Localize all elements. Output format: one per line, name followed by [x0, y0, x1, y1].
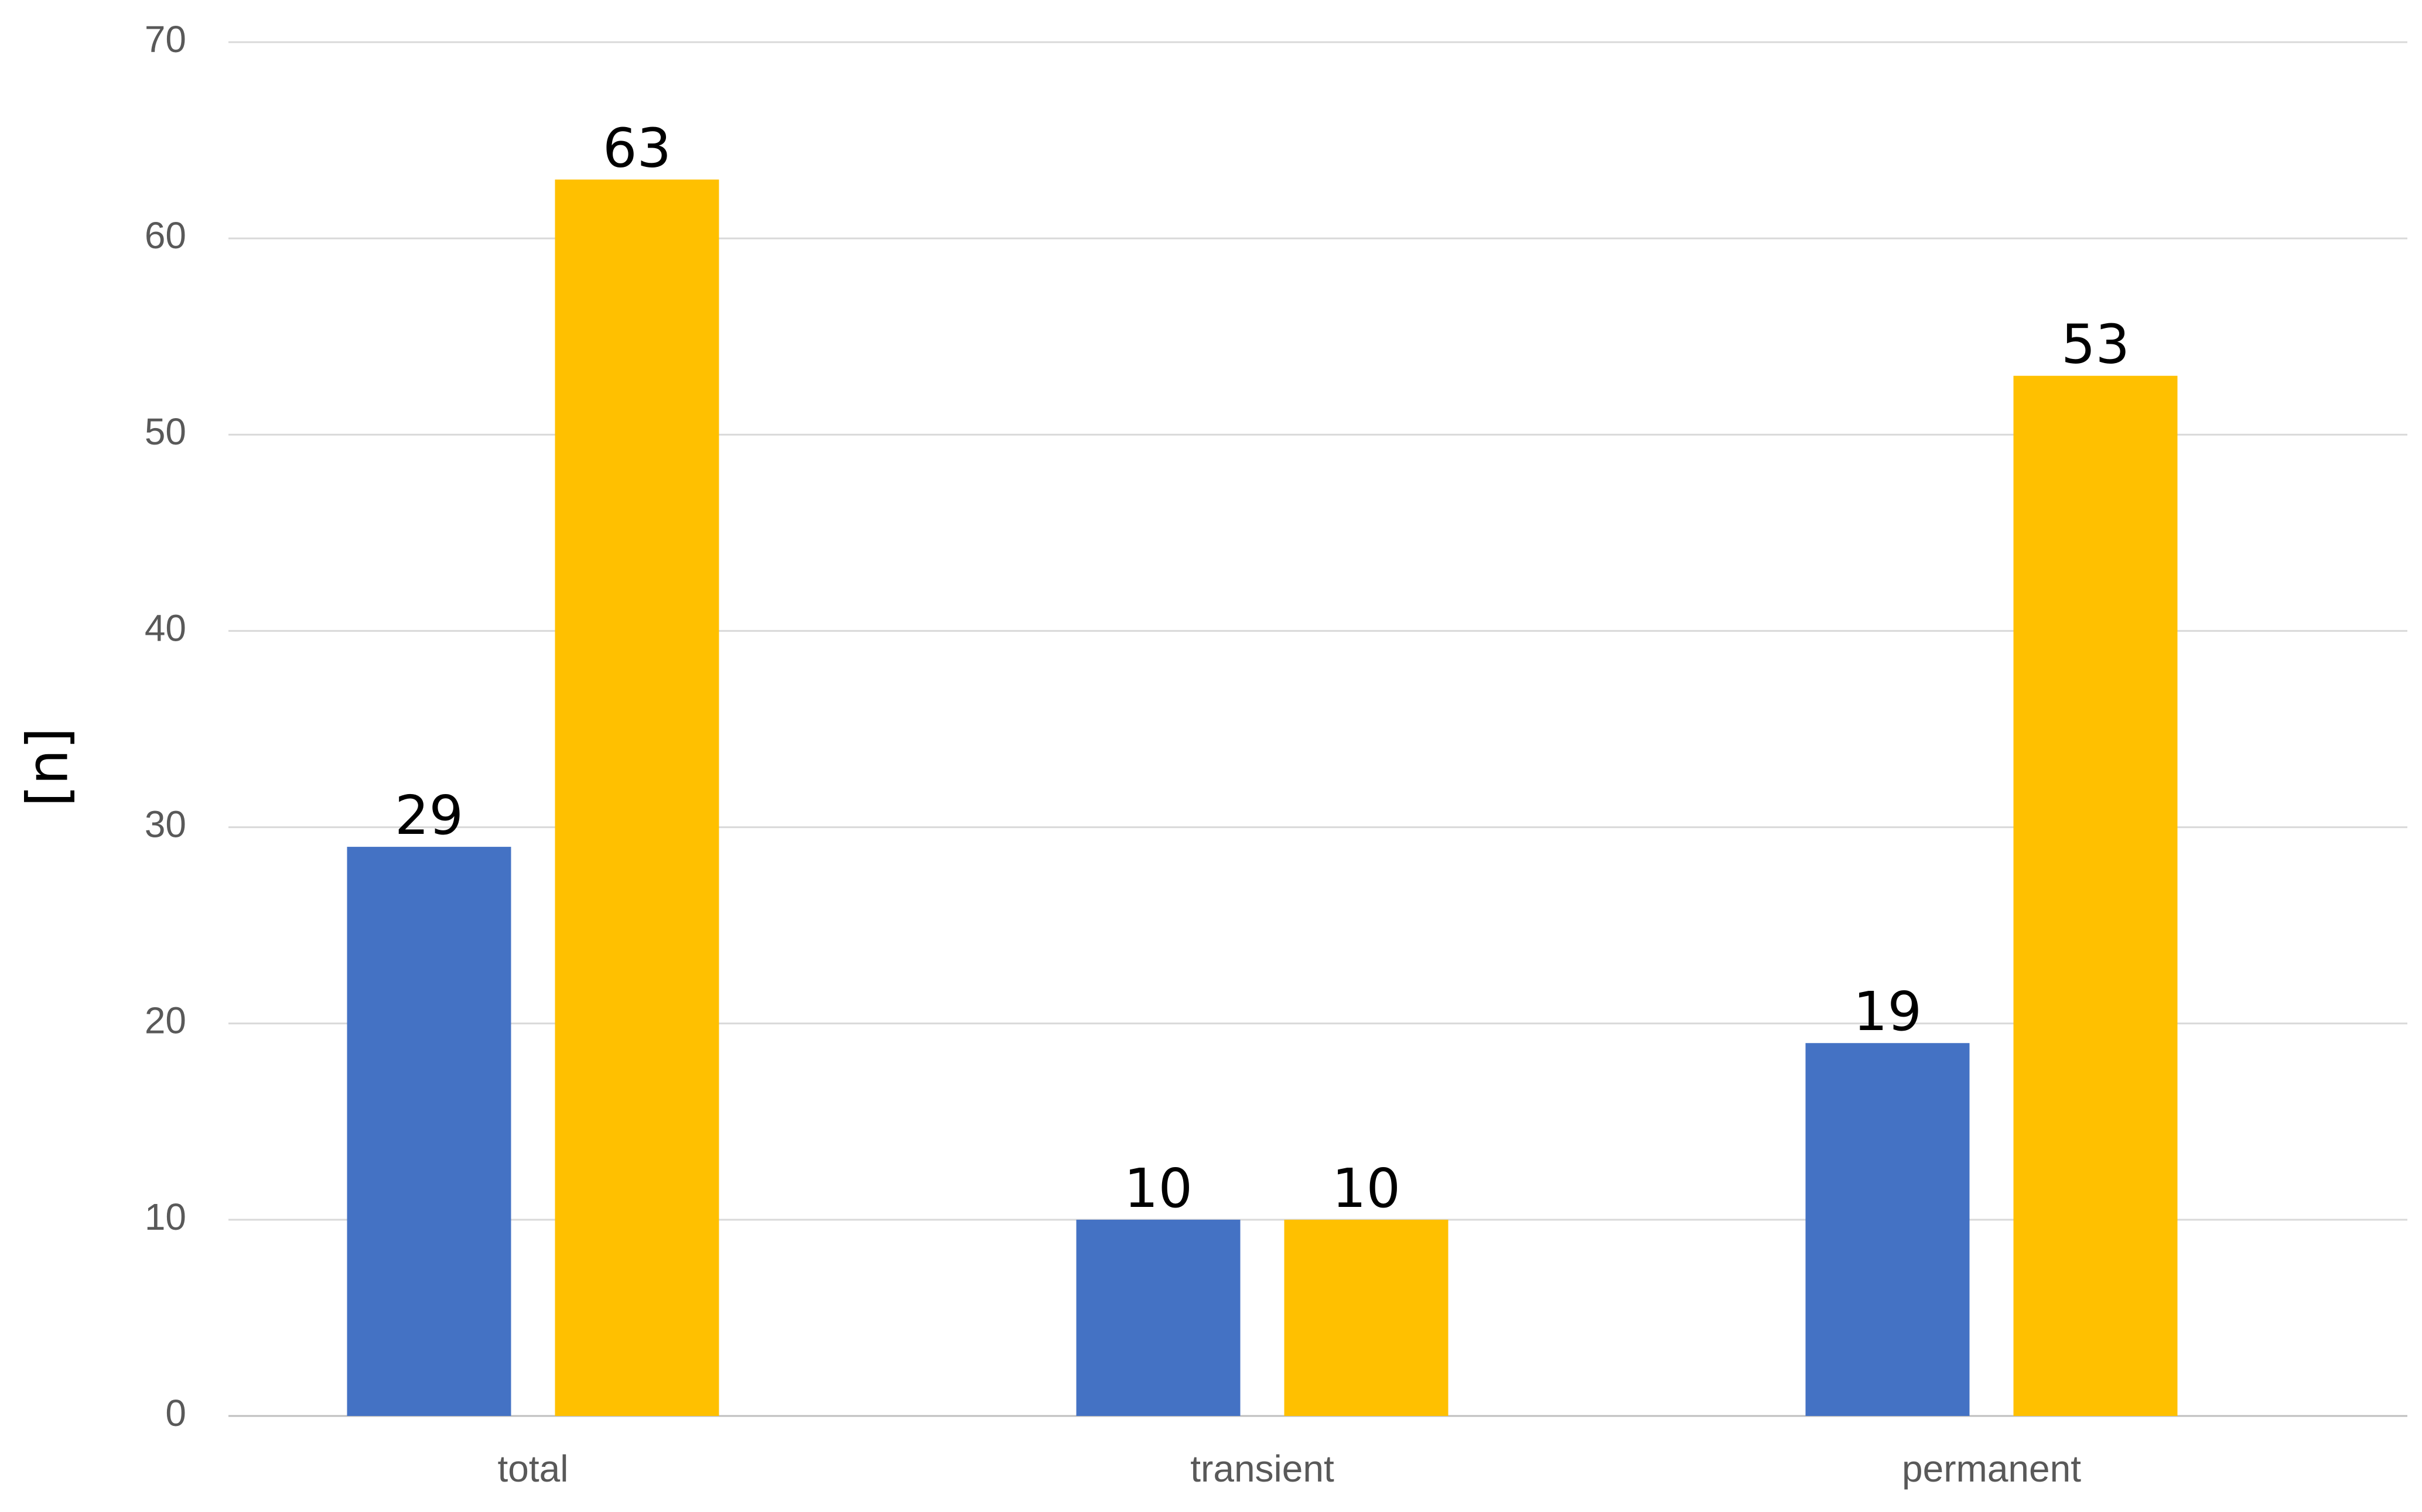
y-tick-label-20: 20: [145, 1000, 186, 1042]
category-label-transient: transient: [1190, 1448, 1334, 1490]
bar-permanent-series-1: [1805, 1043, 1970, 1416]
x-axis-categories: total transient permanent: [498, 1448, 2082, 1490]
data-label-permanent-series-2: 53: [2061, 313, 2130, 376]
y-tick-label-0: 0: [165, 1392, 186, 1434]
bar-total-series-2: [555, 179, 719, 1416]
bars: [347, 179, 2178, 1416]
data-labels: 29 63 10 10 19 53: [395, 117, 2130, 1220]
y-tick-label-10: 10: [145, 1196, 186, 1238]
data-label-total-series-2: 63: [603, 117, 671, 180]
y-axis-ticks: 0 10 20 30 40 50 60 70: [145, 18, 186, 1434]
y-tick-label-40: 40: [145, 607, 186, 649]
y-tick-label-30: 30: [145, 803, 186, 845]
bar-total-series-1: [347, 847, 511, 1416]
category-label-permanent: permanent: [1902, 1448, 2081, 1490]
y-tick-label-50: 50: [145, 411, 186, 453]
bar-permanent-series-2: [2013, 375, 2178, 1416]
y-axis-title: [n]: [15, 727, 80, 807]
category-label-total: total: [498, 1448, 569, 1490]
data-label-total-series-1: 29: [395, 784, 463, 847]
y-tick-label-70: 70: [145, 18, 186, 60]
bar-transient-series-2: [1284, 1219, 1449, 1416]
y-tick-label-60: 60: [145, 214, 186, 256]
data-label-permanent-series-1: 19: [1853, 980, 1922, 1043]
data-label-transient-series-1: 10: [1124, 1157, 1193, 1220]
data-label-transient-series-2: 10: [1332, 1157, 1400, 1220]
bar-transient-series-1: [1076, 1219, 1241, 1416]
